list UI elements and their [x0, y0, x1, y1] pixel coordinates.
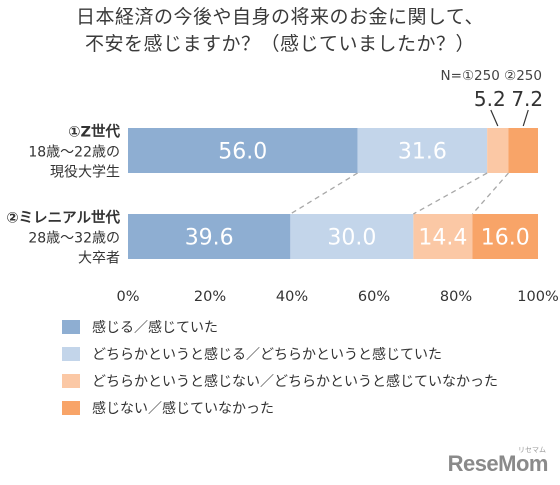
x-tick-label: 0% [116, 289, 139, 305]
legend-item-2: どちらかというと感じる／どちらかというと感じていた [62, 340, 498, 367]
x-tick-label: 40% [276, 289, 308, 305]
legend-swatch [62, 400, 80, 415]
legend-label: 感じない／感じていなかった [92, 400, 274, 417]
bar-segment-2-2 [290, 214, 414, 259]
category-label-2-line1: ②ミレニアル世代 [6, 209, 120, 227]
data-label-2-4: 16.0 [481, 226, 530, 251]
data-label-2-3: 14.4 [418, 226, 467, 251]
legend-item-1: 感じる／感じていた [62, 313, 498, 340]
x-tick-label: 20% [194, 289, 226, 305]
category-label-1-line1: ①Z世代 [68, 123, 120, 141]
category-label-2-line3: 大卒者 [78, 251, 120, 267]
chart-title-line-2: 不安を感じますか？（感じていましたか？） [84, 33, 475, 55]
brand-subtitle: リセマム [518, 446, 546, 454]
connector-line-1 [290, 172, 358, 215]
x-tick-label: 80% [440, 289, 472, 305]
legend-label: どちらかというと感じる／どちらかというと感じていた [92, 346, 442, 363]
x-tick-label: 100% [517, 289, 558, 305]
sample-size-note: N=①250 ②250 [440, 68, 542, 84]
legend-item-3: どちらかというと感じない／どちらかというと感じていなかった [62, 367, 498, 394]
resemom-logo: ReseMom [447, 451, 549, 476]
x-tick-label: 60% [358, 289, 390, 305]
data-label-1-2: 31.6 [398, 140, 447, 165]
leader-line-1-3 [490, 109, 499, 127]
data-label-1-1: 56.0 [218, 140, 267, 165]
legend-item-4: 感じない／感じていなかった [62, 394, 498, 421]
data-label-2-2: 30.0 [327, 226, 376, 251]
legend-label: 感じる／感じていた [92, 319, 218, 336]
category-label-1-line3: 現役大学生 [50, 165, 120, 181]
bar-segment-2-1 [128, 214, 291, 259]
bar-segment-2-3 [413, 214, 473, 259]
category-label-2-line2: 28歳〜32歳の [28, 231, 120, 247]
connector-line-3 [471, 172, 509, 215]
leader-line-1-4 [522, 109, 529, 127]
data-label-1-3: 5.2 [474, 87, 506, 111]
bar-segment-1-3 [487, 128, 509, 173]
bar-segment-1-2 [357, 128, 488, 173]
chart-title-line-1: 日本経済の今後や自身の将来のお金に関して、 [76, 6, 484, 28]
data-label-2-1: 39.6 [185, 226, 234, 251]
legend-swatch [62, 373, 80, 388]
data-label-1-4: 7.2 [511, 87, 543, 111]
chart-legend: 感じる／感じていたどちらかというと感じる／どちらかというと感じていたどちらかとい… [62, 313, 498, 421]
connector-line-2 [413, 172, 488, 215]
category-label-1-line2: 18歳〜22歳の [28, 145, 120, 161]
legend-label: どちらかというと感じない／どちらかというと感じていなかった [92, 373, 498, 390]
bar-segment-2-4 [472, 214, 538, 259]
bar-segment-1-1 [128, 128, 358, 173]
legend-swatch [62, 319, 80, 334]
bar-segment-1-4 [508, 128, 538, 173]
legend-swatch [62, 346, 80, 361]
